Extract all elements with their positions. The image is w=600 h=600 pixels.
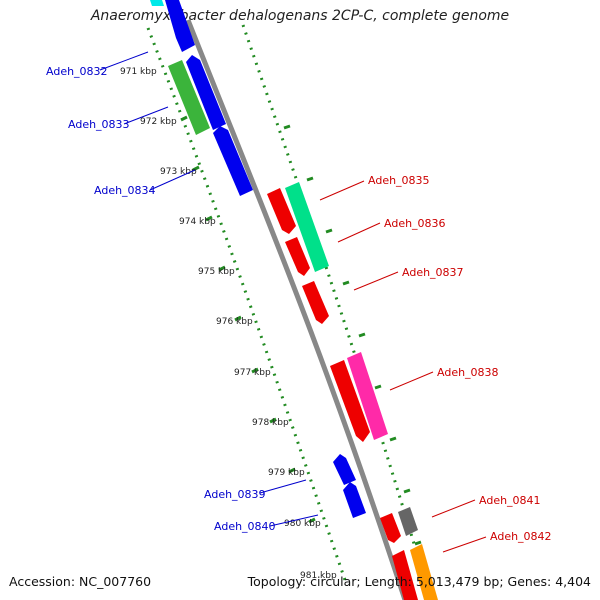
gene-label-adeh-0837[interactable]: Adeh_0837 xyxy=(402,266,464,279)
gene-feature[interactable] xyxy=(165,0,195,52)
kbp-label: 972 kbp xyxy=(140,117,177,127)
gene-feature-adeh-0835[interactable] xyxy=(267,188,296,234)
gene-feature-adeh-0839[interactable] xyxy=(333,454,356,485)
gene-label-adeh-0842[interactable]: Adeh_0842 xyxy=(490,530,552,543)
kbp-label: 977 kbp xyxy=(234,368,271,378)
gene-label-adeh-0841[interactable]: Adeh_0841 xyxy=(479,494,541,507)
kbp-label: 973 kbp xyxy=(160,167,197,177)
gene-feature-adeh-0842[interactable] xyxy=(392,550,418,600)
gene-label-adeh-0840[interactable]: Adeh_0840 xyxy=(214,520,276,533)
gene-label-adeh-0835[interactable]: Adeh_0835 xyxy=(368,174,430,187)
cds-gray[interactable] xyxy=(398,507,418,536)
gene-label-adeh-0832[interactable]: Adeh_0832 xyxy=(46,65,108,78)
gene-feature-adeh-0841[interactable] xyxy=(380,513,401,543)
kbp-label: 980 kbp xyxy=(284,519,321,529)
leader-adeh-0836 xyxy=(337,222,381,243)
leader-adeh-0832 xyxy=(99,51,149,71)
gene-labels: Adeh_0832 Adeh_0833 Adeh_0834 Adeh_0835 … xyxy=(46,65,552,543)
gene-label-adeh-0833[interactable]: Adeh_0833 xyxy=(68,118,130,131)
scale-ring-outer xyxy=(146,27,347,581)
leader-adeh-0833 xyxy=(123,106,169,125)
leader-adeh-0841 xyxy=(431,499,476,518)
gene-label-adeh-0839[interactable]: Adeh_0839 xyxy=(204,488,266,501)
gene-feature-adeh-0833[interactable] xyxy=(186,55,226,130)
cds-cyan[interactable] xyxy=(150,0,164,6)
kbp-label: 981 kbp xyxy=(300,571,337,581)
leader-adeh-0837 xyxy=(353,271,399,291)
gene-feature-adeh-0834[interactable] xyxy=(213,126,253,196)
map-title: Anaeromyxobacter dehalogenans 2CP-C, com… xyxy=(90,8,510,24)
kbp-ticks xyxy=(169,65,422,546)
kbp-label: 976 kbp xyxy=(216,317,253,327)
accession-text: Accession: NC_007760 xyxy=(9,574,152,589)
forward-strand-features xyxy=(267,188,418,600)
cds-green[interactable] xyxy=(285,182,329,272)
scale-ring-inner xyxy=(241,24,427,581)
gene-feature-adeh-0840[interactable] xyxy=(343,482,366,518)
gene-label-adeh-0834[interactable]: Adeh_0834 xyxy=(94,184,156,197)
label-leaders xyxy=(99,51,487,553)
kbp-label: 975 kbp xyxy=(198,267,235,277)
other-features xyxy=(285,182,438,600)
kbp-labels: 971 kbp 972 kbp 973 kbp 974 kbp 975 kbp … xyxy=(120,67,337,581)
gene-feature-adeh-0836[interactable] xyxy=(285,237,310,276)
leader-adeh-0835 xyxy=(319,180,365,201)
gene-label-adeh-0836[interactable]: Adeh_0836 xyxy=(384,217,446,230)
reverse-strand-features xyxy=(150,0,366,518)
kbp-label: 974 kbp xyxy=(179,217,216,227)
genome-backbone xyxy=(185,19,408,600)
genome-summary-text: Topology: circular; Length: 5,013,479 bp… xyxy=(247,574,591,589)
cds-orange[interactable] xyxy=(410,544,438,600)
kbp-label: 978 kbp xyxy=(252,418,289,428)
leader-adeh-0839 xyxy=(259,479,307,494)
gene-feature-adeh-0837[interactable] xyxy=(302,281,329,324)
gene-label-adeh-0838[interactable]: Adeh_0838 xyxy=(437,366,499,379)
gene-feature-adeh-0838[interactable] xyxy=(330,360,370,442)
leader-adeh-0842 xyxy=(442,536,487,553)
cds-pink[interactable] xyxy=(347,352,388,440)
kbp-label: 979 kbp xyxy=(268,468,305,478)
leader-adeh-0840 xyxy=(269,514,319,527)
leader-adeh-0834 xyxy=(149,169,196,191)
kbp-label: 971 kbp xyxy=(120,67,157,77)
leader-adeh-0838 xyxy=(389,371,434,391)
gene-feature-adeh-0832[interactable] xyxy=(168,60,210,135)
